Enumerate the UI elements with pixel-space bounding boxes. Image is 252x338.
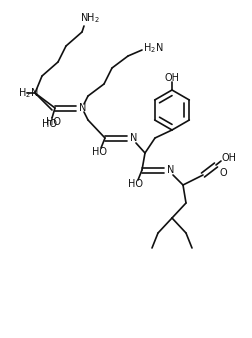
Text: HO: HO bbox=[92, 147, 107, 157]
Text: H$_2$N: H$_2$N bbox=[142, 41, 163, 55]
Text: N: N bbox=[130, 133, 137, 143]
Text: H$_2$N: H$_2$N bbox=[18, 86, 38, 100]
Text: O: O bbox=[219, 168, 227, 178]
Text: OH: OH bbox=[164, 73, 179, 83]
Text: HO: HO bbox=[42, 119, 57, 129]
Text: OH: OH bbox=[221, 153, 236, 163]
Text: HO: HO bbox=[128, 179, 142, 189]
Text: NH$_2$: NH$_2$ bbox=[80, 11, 100, 25]
Text: N: N bbox=[79, 103, 86, 113]
Text: HO: HO bbox=[46, 117, 61, 127]
Text: N: N bbox=[167, 165, 174, 175]
